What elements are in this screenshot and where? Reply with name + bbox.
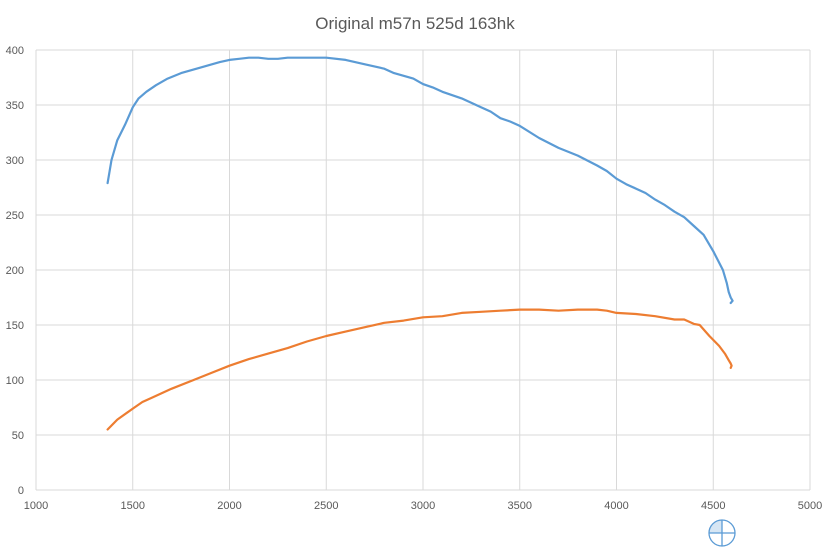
x-tick-label: 5000 [798,500,822,512]
chart-title: Original m57n 525d 163hk [315,14,515,33]
y-tick-label: 200 [6,265,24,277]
watermark-quadrant [709,520,722,533]
x-tick-label: 4000 [604,500,628,512]
y-tick-label: 100 [6,375,24,387]
y-tick-label: 150 [6,320,24,332]
y-tick-label: 350 [6,100,24,112]
y-tick-label: 0 [18,485,24,497]
y-axis-ticks: 0 50 100 150 200 250 300 350 400 [6,45,24,497]
y-tick-label: 300 [6,155,24,167]
y-tick-label: 50 [12,430,24,442]
series-line-1 [106,56,734,305]
grid-lines [35,49,811,491]
x-tick-label: 4500 [701,500,725,512]
x-tick-label: 3500 [508,500,532,512]
x-tick-label: 2500 [314,500,338,512]
series-line-2 [106,308,733,431]
y-tick-label: 250 [6,210,24,222]
watermark-logo [708,519,736,547]
x-tick-label: 3000 [411,500,435,512]
x-axis-ticks: 1000 1500 2000 2500 3000 3500 4000 4500 5000 [24,500,822,512]
x-tick-label: 1000 [24,500,48,512]
series-lines [106,56,734,431]
x-tick-label: 1500 [121,500,145,512]
x-tick-label: 2000 [217,500,241,512]
y-tick-label: 400 [6,45,24,57]
